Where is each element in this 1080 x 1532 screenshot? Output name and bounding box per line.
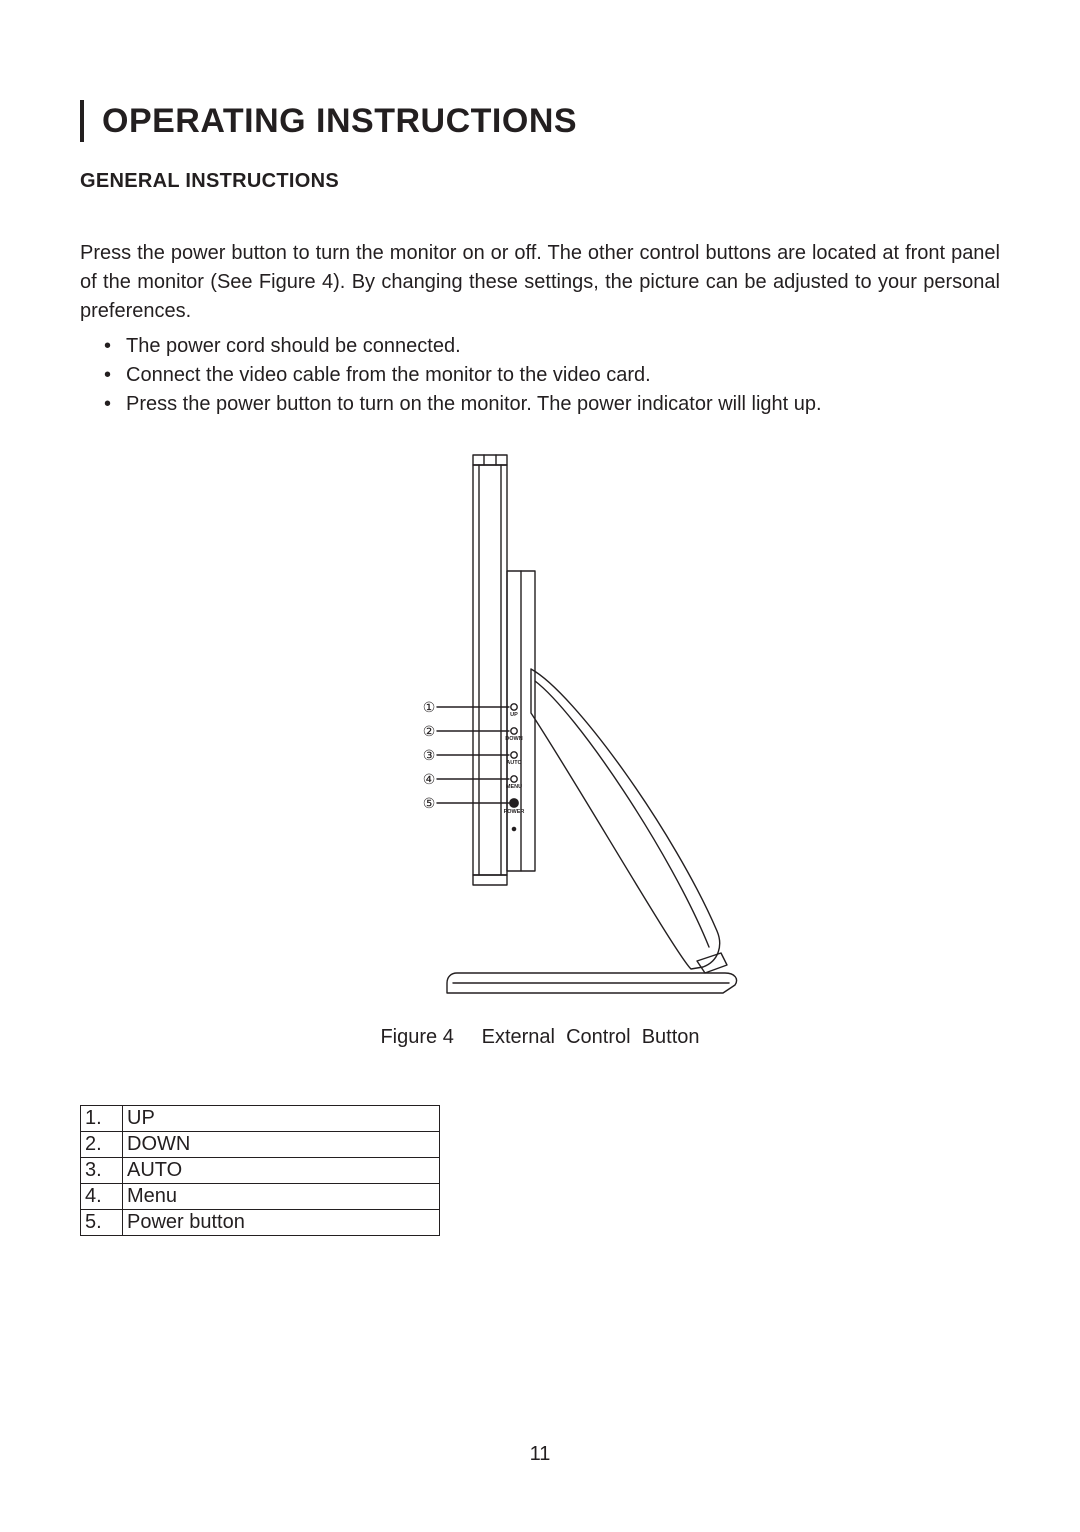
figure-caption: Figure 4 External Control Button [380, 1026, 699, 1049]
legend-label: UP [123, 1106, 440, 1132]
legend-num: 2. [81, 1132, 123, 1158]
instruction-list: The power cord should be connected. Conn… [80, 332, 1000, 419]
table-row: 3. AUTO [81, 1158, 440, 1184]
button-label-up: UP [510, 712, 518, 718]
page-number: 11 [0, 1443, 1080, 1466]
page-title: OPERATING INSTRUCTIONS [102, 102, 577, 141]
legend-num: 5. [81, 1210, 123, 1236]
table-row: 4. Menu [81, 1184, 440, 1210]
button-label-power: POWER [504, 809, 525, 815]
figure-4: UP DOWN AUTO MENU POWER [80, 453, 1000, 1049]
list-item: Press the power button to turn on the mo… [104, 390, 1000, 419]
button-legend-table: 1. UP 2. DOWN 3. AUTO 4. Menu 5. Power b… [80, 1105, 440, 1236]
list-item: Connect the video cable from the monitor… [104, 361, 1000, 390]
table-row: 2. DOWN [81, 1132, 440, 1158]
section-subheading: GENERAL INSTRUCTIONS [80, 170, 1000, 193]
callout-2: ② [423, 723, 436, 739]
monitor-side-diagram: UP DOWN AUTO MENU POWER [325, 453, 755, 998]
callout-4: ④ [423, 771, 436, 787]
callout-1: ① [423, 699, 436, 715]
title-bar: OPERATING INSTRUCTIONS [80, 100, 1000, 142]
title-rule [80, 100, 84, 142]
list-item: The power cord should be connected. [104, 332, 1000, 361]
button-label-auto: AUTO [506, 760, 522, 766]
intro-paragraph: Press the power button to turn the monit… [80, 239, 1000, 326]
table-row: 1. UP [81, 1106, 440, 1132]
legend-label: Power button [123, 1210, 440, 1236]
legend-num: 3. [81, 1158, 123, 1184]
button-label-down: DOWN [505, 736, 522, 742]
legend-label: Menu [123, 1184, 440, 1210]
table-row: 5. Power button [81, 1210, 440, 1236]
callout-5: ⑤ [423, 795, 436, 811]
legend-num: 4. [81, 1184, 123, 1210]
legend-num: 1. [81, 1106, 123, 1132]
legend-label: DOWN [123, 1132, 440, 1158]
legend-label: AUTO [123, 1158, 440, 1184]
callout-3: ③ [423, 747, 436, 763]
button-label-menu: MENU [506, 784, 522, 790]
